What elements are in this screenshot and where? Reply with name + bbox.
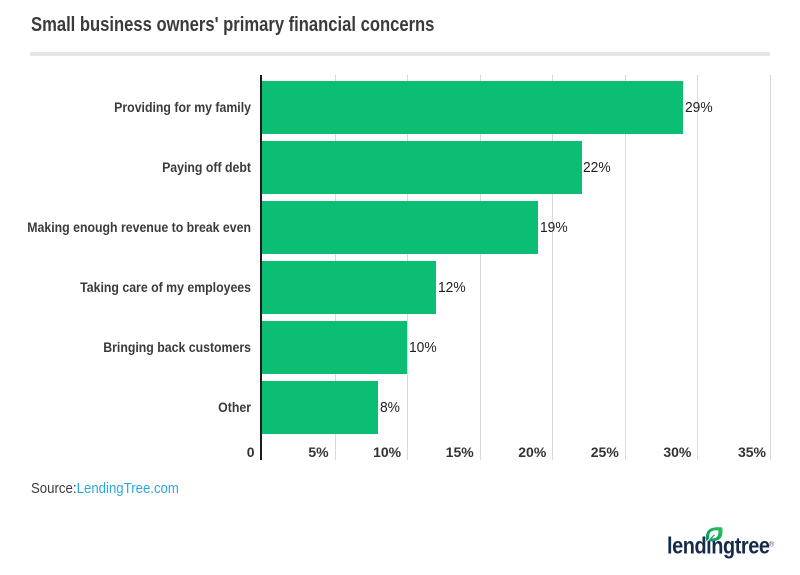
svg-text:®: ® xyxy=(769,540,775,549)
svg-text:lendıngtree: lendıngtree xyxy=(667,533,770,559)
